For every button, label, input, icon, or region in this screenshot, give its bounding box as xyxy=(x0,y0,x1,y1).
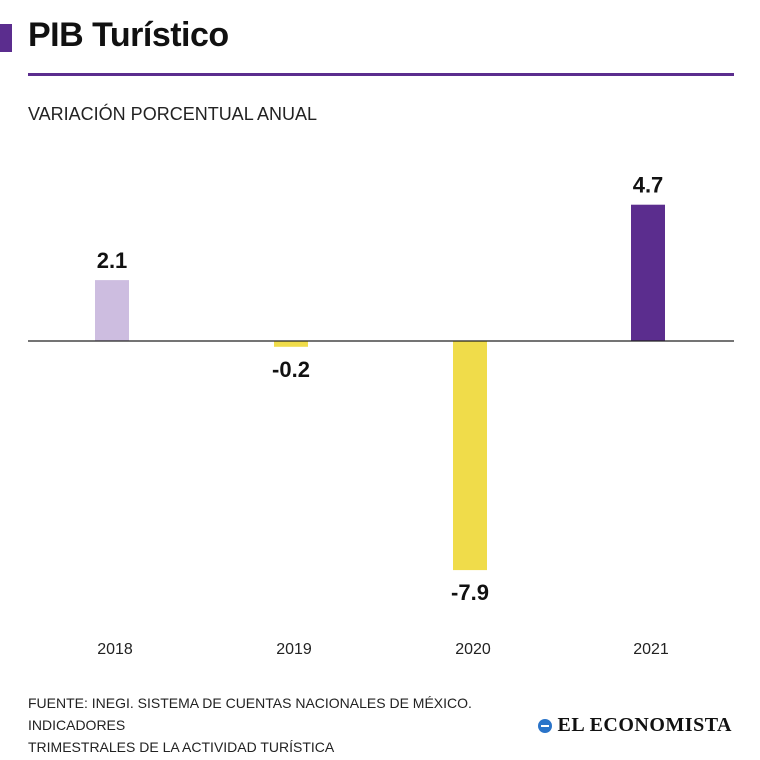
labels-layer: 2.1 2018 -0.2 2019 -7.9 2020 4.7 2021 xyxy=(97,173,669,658)
bars-layer xyxy=(95,204,665,571)
data-label-2018: 2.1 xyxy=(97,248,128,273)
data-label-2019: -0.2 xyxy=(272,357,310,382)
data-label-2020: -7.9 xyxy=(451,580,489,605)
x-tick-2020: 2020 xyxy=(455,641,491,658)
chart-title: PIB Turístico xyxy=(28,16,229,54)
x-tick-2019: 2019 xyxy=(276,641,312,658)
data-label-2021: 4.7 xyxy=(633,173,664,198)
globe-icon xyxy=(537,718,552,733)
chart-subtitle: VARIACIÓN PORCENTUAL ANUAL xyxy=(28,104,318,124)
x-tick-2018: 2018 xyxy=(97,641,133,658)
publisher-logo: EL ECONOMISTA xyxy=(537,714,733,737)
source-line-2: TRIMESTRALES DE LA ACTIVIDAD TURÍSTICA xyxy=(28,739,335,755)
title-divider xyxy=(28,73,734,76)
publisher-name: EL ECONOMISTA xyxy=(557,714,732,736)
title-accent-bar xyxy=(0,24,12,52)
x-tick-2021: 2021 xyxy=(633,641,669,658)
bar-2021 xyxy=(631,204,665,341)
source-line-1: FUENTE: INEGI. SISTEMA DE CUENTAS NACION… xyxy=(28,695,472,733)
bar-2020 xyxy=(453,341,487,571)
bar-2018 xyxy=(95,280,129,341)
source-note: FUENTE: INEGI. SISTEMA DE CUENTAS NACION… xyxy=(28,692,548,758)
bar-2019 xyxy=(274,341,308,347)
